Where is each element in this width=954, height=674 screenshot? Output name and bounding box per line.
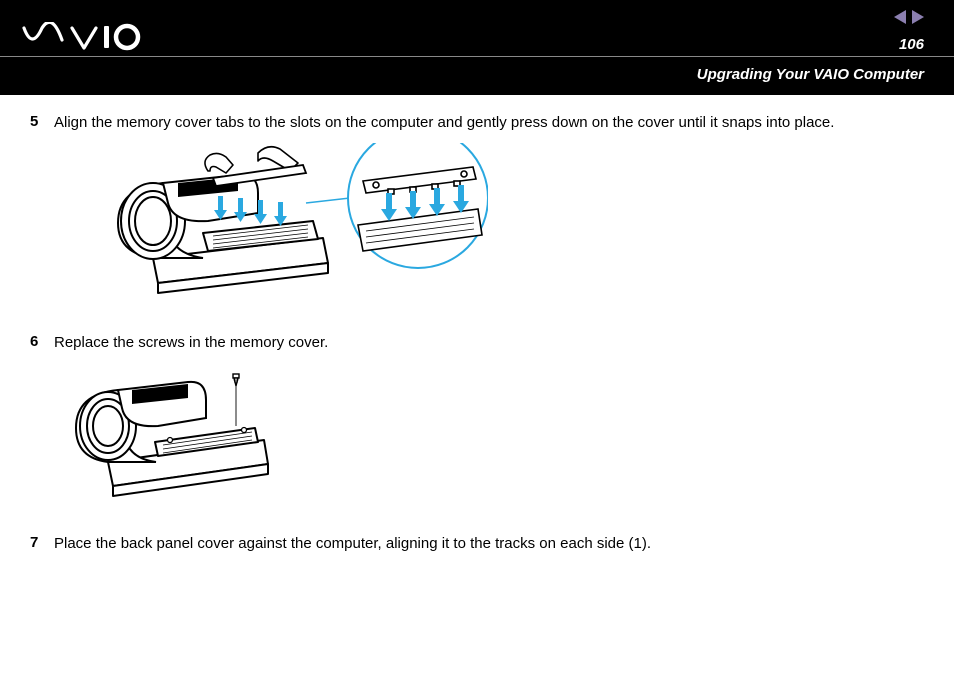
step-row: 5 Align the memory cover tabs to the slo… xyxy=(30,113,924,133)
nav-arrows xyxy=(894,10,924,24)
step-text: Place the back panel cover against the c… xyxy=(54,534,651,554)
page-content: 5 Align the memory cover tabs to the slo… xyxy=(0,95,954,554)
step-text: Align the memory cover tabs to the slots… xyxy=(54,113,834,133)
next-page-icon[interactable] xyxy=(912,10,924,24)
step-number: 6 xyxy=(30,333,54,353)
section-title: Upgrading Your VAIO Computer xyxy=(697,66,924,83)
step-row: 6 Replace the screws in the memory cover… xyxy=(30,333,924,353)
illustration-1 xyxy=(58,143,924,313)
header-divider xyxy=(0,56,954,57)
illustration-2 xyxy=(58,364,924,514)
prev-page-icon[interactable] xyxy=(894,10,906,24)
step-text: Replace the screws in the memory cover. xyxy=(54,333,328,353)
header-bar: 106 Upgrading Your VAIO Computer xyxy=(0,0,954,95)
step-number: 7 xyxy=(30,534,54,554)
page-number: 106 xyxy=(899,36,924,53)
step-number: 5 xyxy=(30,113,54,133)
vaio-logo xyxy=(22,22,142,57)
step-row: 7 Place the back panel cover against the… xyxy=(30,534,924,554)
